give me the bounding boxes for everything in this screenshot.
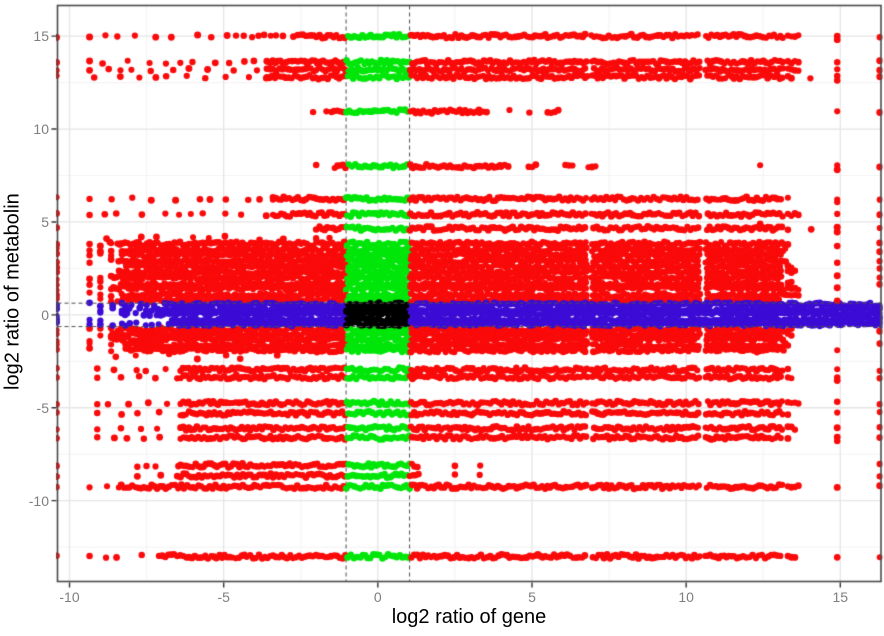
x-tick-label: 15 xyxy=(832,589,849,605)
y-tick-label: -5 xyxy=(36,399,49,416)
x-tick-label: 0 xyxy=(373,589,382,605)
x-tick-label: 10 xyxy=(678,589,694,605)
x-tick-label: -10 xyxy=(59,589,80,605)
x-tick-label: -5 xyxy=(217,589,230,605)
y-tick-label: 10 xyxy=(33,121,49,138)
x-tick-label: 5 xyxy=(528,589,536,605)
y-tick-label: 15 xyxy=(33,28,49,45)
y-axis-title: log2 ratio of metabolin xyxy=(1,193,24,391)
y-tick-label: 5 xyxy=(41,213,49,230)
y-tick-label: -10 xyxy=(28,492,49,509)
x-axis-title: log2 ratio of gene xyxy=(391,606,547,628)
y-tick-label: 0 xyxy=(41,306,49,323)
